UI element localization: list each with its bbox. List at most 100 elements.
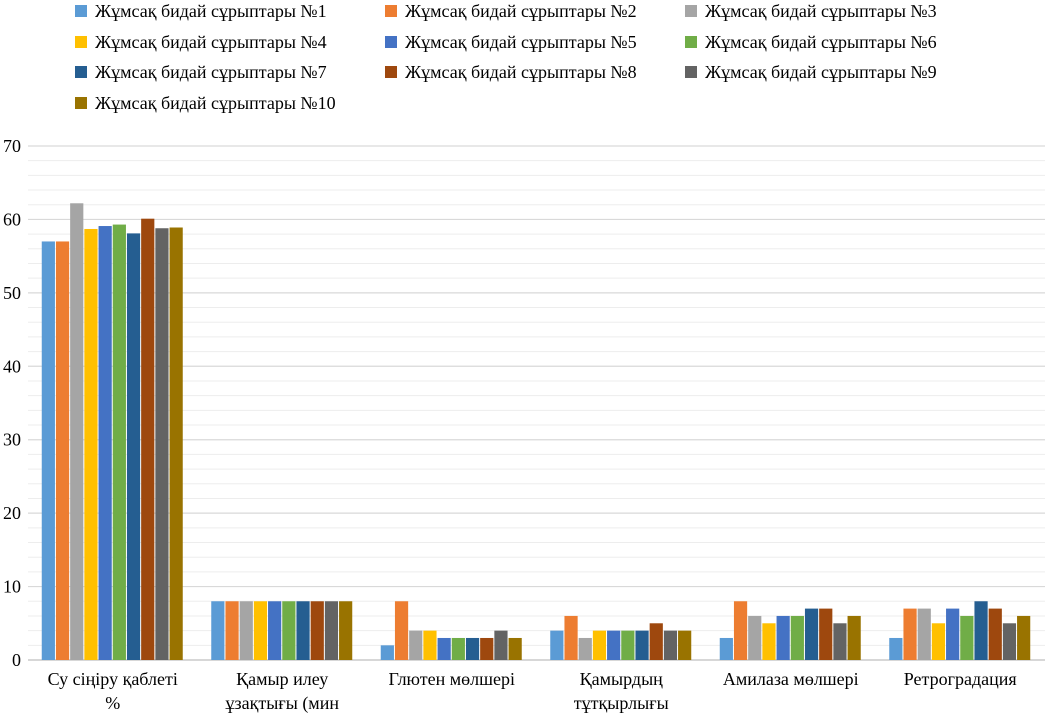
bar-series-6-cat-5 xyxy=(790,615,804,660)
bar-series-4-cat-3 xyxy=(423,630,437,660)
bar-series-8-cat-3 xyxy=(480,637,494,660)
bar-series-10-cat-6 xyxy=(1017,615,1031,660)
bar-series-8-cat-1 xyxy=(141,218,155,661)
bar-series-7-cat-5 xyxy=(804,608,819,660)
y-tick-label: 60 xyxy=(3,209,21,229)
bar-series-3-cat-6 xyxy=(917,608,931,660)
legend-item-6: Жұмсақ бидай сұрыптары №6 xyxy=(685,32,937,52)
bar-series-9-cat-5 xyxy=(833,623,847,660)
bar-series-9-cat-2 xyxy=(324,601,339,660)
bar-series-9-cat-4 xyxy=(663,630,678,660)
legend-label: Жұмсақ бидай сұрыптары №8 xyxy=(405,62,637,82)
x-category-label: тұтқырлығы xyxy=(574,693,669,713)
legend-swatch xyxy=(75,66,87,78)
bar-series-5-cat-5 xyxy=(776,615,790,660)
bar-series-9-cat-1 xyxy=(155,228,169,661)
bar-series-1-cat-2 xyxy=(211,601,225,660)
bar-series-5-cat-3 xyxy=(437,637,451,660)
bar-series-7-cat-2 xyxy=(296,601,310,660)
bar-series-4-cat-1 xyxy=(84,228,98,660)
legend-item-3: Жұмсақ бидай сұрыптары №3 xyxy=(685,1,937,21)
bar-series-9-cat-6 xyxy=(1002,623,1017,660)
bar-series-8-cat-4 xyxy=(649,623,663,660)
legend-swatch xyxy=(685,66,697,78)
bar-series-5-cat-4 xyxy=(607,630,621,660)
legend-swatch xyxy=(75,96,87,109)
legend-label: Жұмсақ бидай сұрыптары №9 xyxy=(705,62,937,82)
legend-item-4: Жұмсақ бидай сұрыптары №4 xyxy=(75,32,327,52)
x-category-label: Қамыр илеу xyxy=(236,669,328,689)
bar-series-9-cat-3 xyxy=(494,630,508,660)
legend-swatch xyxy=(385,5,397,17)
legend-item-7: Жұмсақ бидай сұрыптары №7 xyxy=(75,62,327,82)
legend-label: Жұмсақ бидай сұрыптары №6 xyxy=(705,31,937,52)
bar-series-4-cat-4 xyxy=(592,630,607,660)
y-tick-label: 10 xyxy=(3,577,21,597)
bar-series-5-cat-6 xyxy=(946,608,960,660)
bar-series-8-cat-6 xyxy=(988,608,1002,660)
bar-series-6-cat-4 xyxy=(621,630,635,660)
legend-item-8: Жұмсақ бидай сұрыптары №8 xyxy=(385,62,637,82)
bar-series-10-cat-1 xyxy=(169,227,183,660)
legend-swatch xyxy=(385,66,397,78)
bar-series-1-cat-5 xyxy=(719,637,733,660)
bar-series-2-cat-3 xyxy=(394,601,409,660)
x-category-label: Глютен мөлшері xyxy=(389,669,515,689)
bar-series-1-cat-6 xyxy=(889,637,903,660)
bar-series-5-cat-1 xyxy=(98,226,112,660)
x-category-label: Су сіңіру қаблеті xyxy=(48,669,178,689)
legend-item-1: Жұмсақ бидай сұрыптары №1 xyxy=(75,1,327,21)
bar-series-2-cat-6 xyxy=(903,608,917,660)
x-category-label: % xyxy=(105,693,120,713)
legend-item-2: Жұмсақ бидай сұрыптары №2 xyxy=(385,1,637,21)
bar-series-2-cat-5 xyxy=(733,601,748,660)
bar-series-2-cat-2 xyxy=(225,601,239,660)
legend-label: Жұмсақ бидай сұрыптары №5 xyxy=(405,31,637,52)
bar-series-8-cat-5 xyxy=(819,608,833,660)
legend-label: Жұмсақ бидай сұрыптары №3 xyxy=(705,1,937,21)
bar-series-10-cat-3 xyxy=(508,637,522,660)
legend-swatch xyxy=(75,5,87,17)
bar-series-2-cat-4 xyxy=(564,615,578,660)
bar-series-5-cat-2 xyxy=(268,601,282,660)
legend-item-5: Жұмсақ бидай сұрыптары №5 xyxy=(385,32,637,52)
legend-swatch xyxy=(385,35,397,48)
legend-item-10: Жұмсақ бидай сұрыптары №10 xyxy=(75,93,336,113)
bar-series-8-cat-2 xyxy=(310,601,324,660)
bar-series-4-cat-5 xyxy=(762,623,776,660)
y-tick-label: 0 xyxy=(12,650,21,670)
bar-series-1-cat-1 xyxy=(41,241,55,660)
x-category-label: Амилаза мөлшері xyxy=(723,669,859,689)
bar-series-7-cat-3 xyxy=(465,637,480,660)
bar-series-3-cat-2 xyxy=(239,601,253,660)
legend-label: Жұмсақ бидай сұрыптары №4 xyxy=(95,31,327,52)
y-tick-label: 70 xyxy=(3,136,21,156)
legend-swatch xyxy=(75,35,87,48)
bar-series-4-cat-2 xyxy=(253,601,268,660)
bar-series-6-cat-1 xyxy=(112,224,126,660)
bar-series-10-cat-2 xyxy=(339,601,353,660)
legend-label: Жұмсақ бидай сұрыптары №10 xyxy=(95,92,336,113)
legend-item-9: Жұмсақ бидай сұрыптары №9 xyxy=(685,62,937,82)
bar-series-6-cat-2 xyxy=(282,601,296,660)
bar-series-6-cat-3 xyxy=(451,637,465,660)
bar-series-1-cat-4 xyxy=(550,630,564,660)
bar-series-1-cat-3 xyxy=(380,645,394,660)
bar-series-2-cat-1 xyxy=(55,241,70,660)
legend-swatch xyxy=(685,5,697,17)
legend-swatch xyxy=(685,35,697,48)
bar-series-10-cat-5 xyxy=(847,615,861,660)
legend-label: Жұмсақ бидай сұрыптары №7 xyxy=(95,62,327,82)
x-category-label: Қамырдың xyxy=(580,669,663,689)
bar-series-3-cat-1 xyxy=(70,203,84,660)
bar-series-7-cat-1 xyxy=(126,233,141,660)
bar-series-10-cat-4 xyxy=(678,630,692,660)
bar-series-3-cat-3 xyxy=(409,630,423,660)
y-tick-label: 50 xyxy=(3,283,21,303)
y-tick-label: 40 xyxy=(3,356,21,376)
bar-series-4-cat-6 xyxy=(931,623,946,660)
bar-series-3-cat-5 xyxy=(748,615,762,660)
legend-label: Жұмсақ бидай сұрыптары №2 xyxy=(405,1,637,21)
y-tick-label: 20 xyxy=(3,503,21,523)
